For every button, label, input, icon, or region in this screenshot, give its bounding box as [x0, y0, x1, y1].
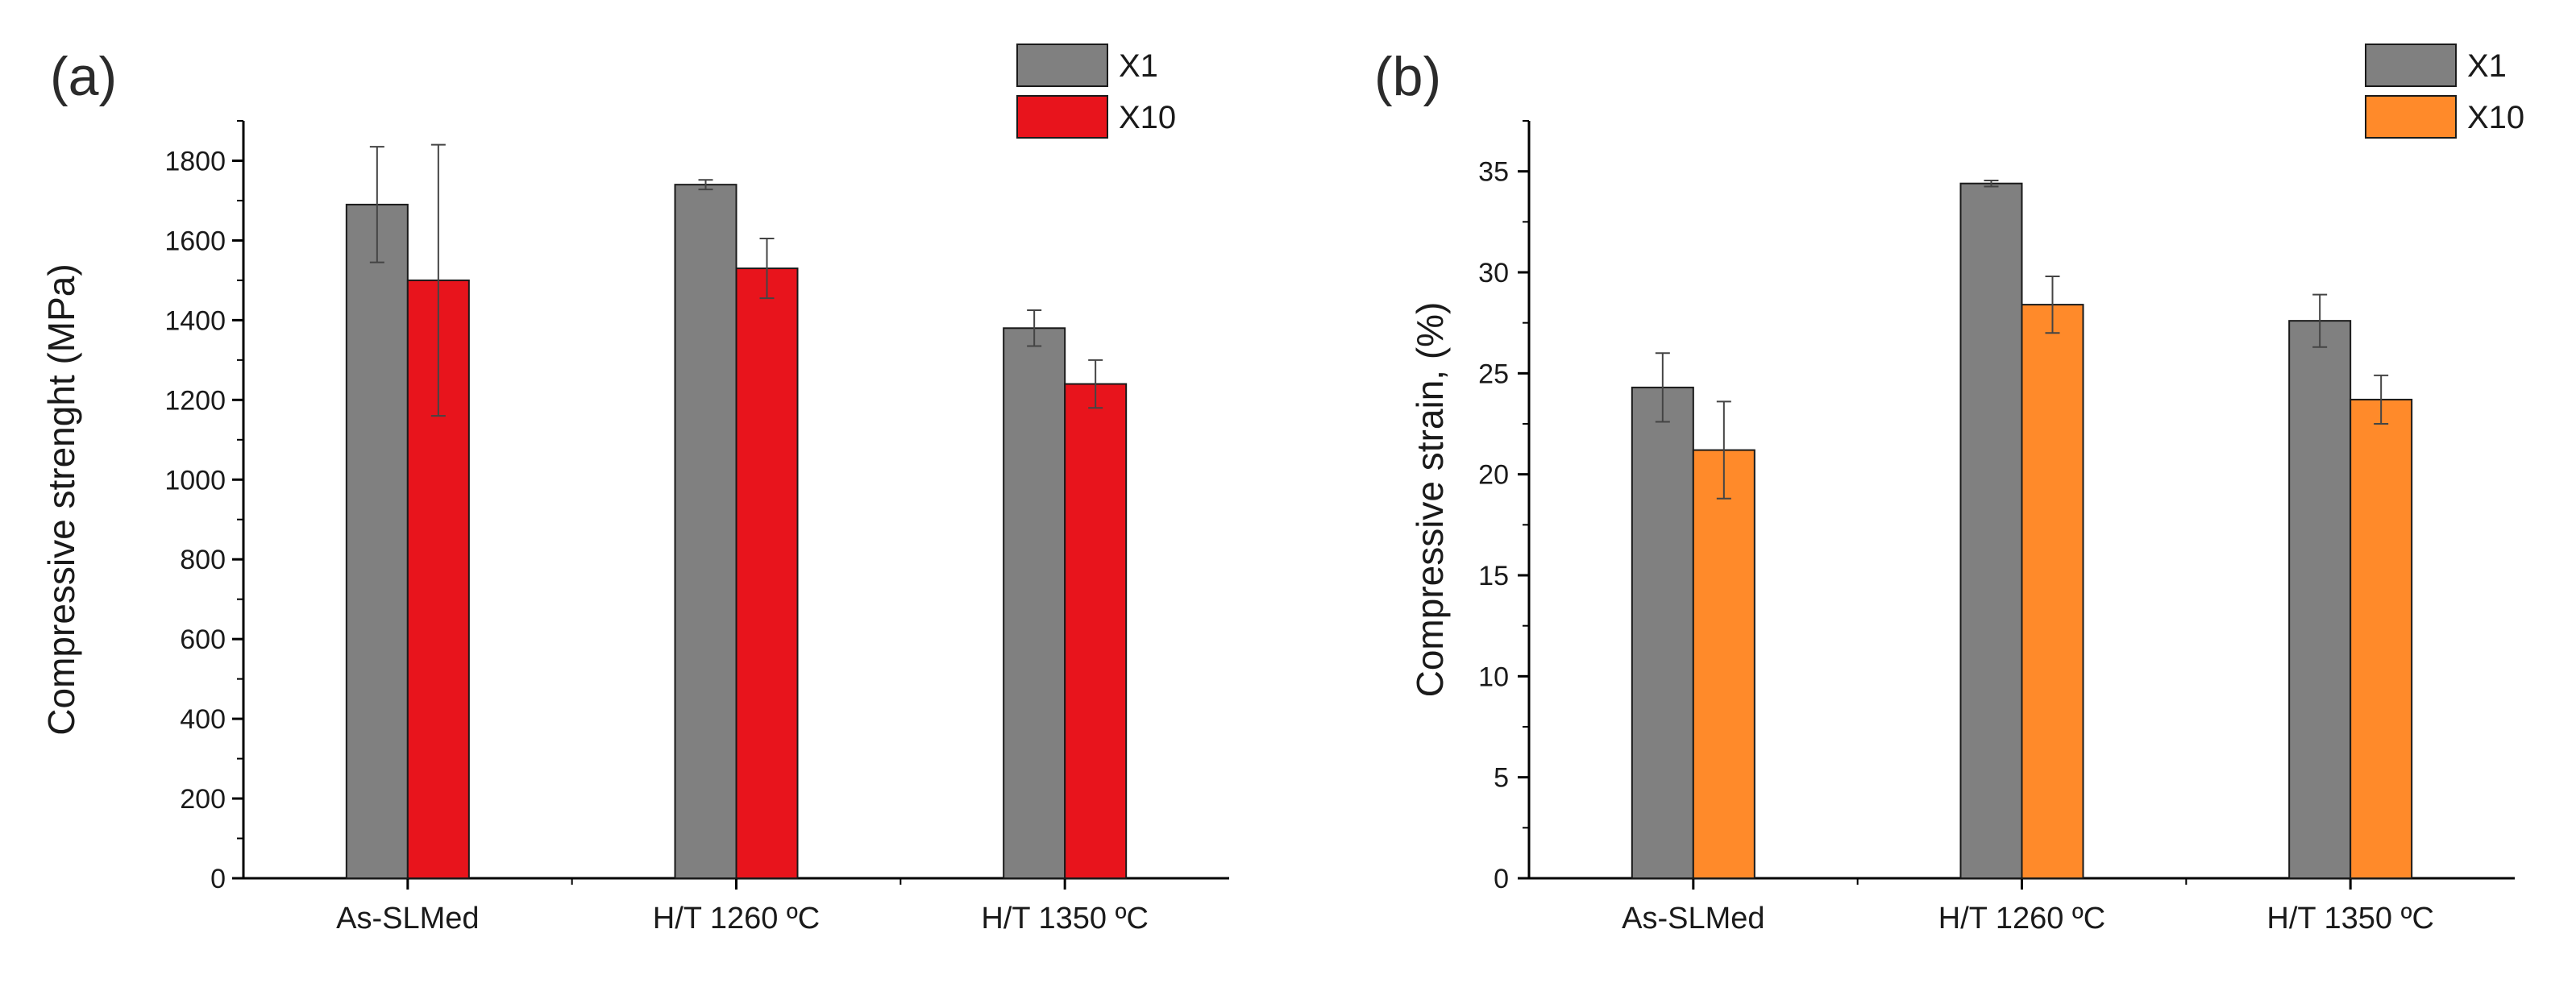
bar-x1-2	[1959, 182, 2023, 879]
y-tick-label: 1600	[164, 226, 226, 256]
y-tick-label: 30	[1478, 258, 1509, 288]
legend-label: X1	[1119, 48, 1158, 84]
bar-x1-3	[1003, 327, 1066, 879]
legend-swatch-x1	[2365, 44, 2457, 87]
legend-swatch-x10	[1016, 95, 1108, 139]
y-tick-label: 1800	[164, 146, 226, 176]
x-tick-label: H/T 1350 ºC	[2266, 902, 2434, 935]
y-tick-label: 800	[180, 545, 226, 575]
chart-panel-1: (a) 0 200 400 600 800 1000 1200 1400 1600 1800 Comp…	[40, 44, 1229, 935]
panel-label: (b)	[1374, 46, 1441, 107]
bar-x10-3	[1064, 383, 1128, 879]
x-tick-label: H/T 1350 ºC	[981, 902, 1149, 935]
legend-swatch-x10	[2365, 95, 2457, 139]
y-tick-label: 20	[1478, 460, 1509, 491]
x-tick-label: As-SLMed	[336, 902, 479, 935]
bar-x1-1	[1631, 386, 1694, 879]
y-tick-label: 200	[180, 784, 226, 815]
y-tick-label: 15	[1478, 561, 1509, 591]
bar-x1-2	[674, 184, 737, 879]
x-tick-label: H/T 1260 ºC	[1938, 902, 2106, 935]
x-tick-label: As-SLMed	[1622, 902, 1764, 935]
legend-label: X10	[2467, 100, 2524, 135]
y-tick-label: 25	[1478, 359, 1509, 389]
bar-x1-3	[2288, 320, 2352, 880]
legend-label: X1	[2467, 48, 2507, 84]
legend-swatch-x1	[1016, 44, 1108, 87]
y-axis-title: Compressive strenght (MPa)	[40, 263, 82, 735]
bar-x10-2	[735, 268, 799, 880]
panel-label: (a)	[50, 46, 117, 107]
y-tick-label: 0	[210, 864, 226, 894]
bar-x10-2	[2021, 304, 2084, 879]
bar-x10-3	[2350, 398, 2413, 880]
y-tick-label: 5	[1494, 763, 1509, 794]
bar-x1-1	[345, 203, 409, 880]
y-tick-label: 400	[180, 704, 226, 735]
y-tick-label: 1400	[164, 305, 226, 336]
y-tick-label: 1200	[164, 385, 226, 416]
y-tick-label: 10	[1478, 662, 1509, 692]
y-tick-label: 0	[1494, 864, 1509, 894]
chart-panel-2: (b) 0 5 10 15 20 25 30 35 Compressive strain, (%)…	[1374, 44, 2524, 935]
x-tick-label: H/T 1260 ºC	[653, 902, 821, 935]
bar-x10-1	[1692, 449, 1755, 879]
y-tick-label: 600	[180, 624, 226, 655]
y-tick-label: 35	[1478, 157, 1509, 188]
legend-label: X10	[1119, 100, 1176, 135]
y-axis-title: Compressive strain, (%)	[1409, 302, 1451, 698]
y-tick-label: 1000	[164, 465, 226, 496]
